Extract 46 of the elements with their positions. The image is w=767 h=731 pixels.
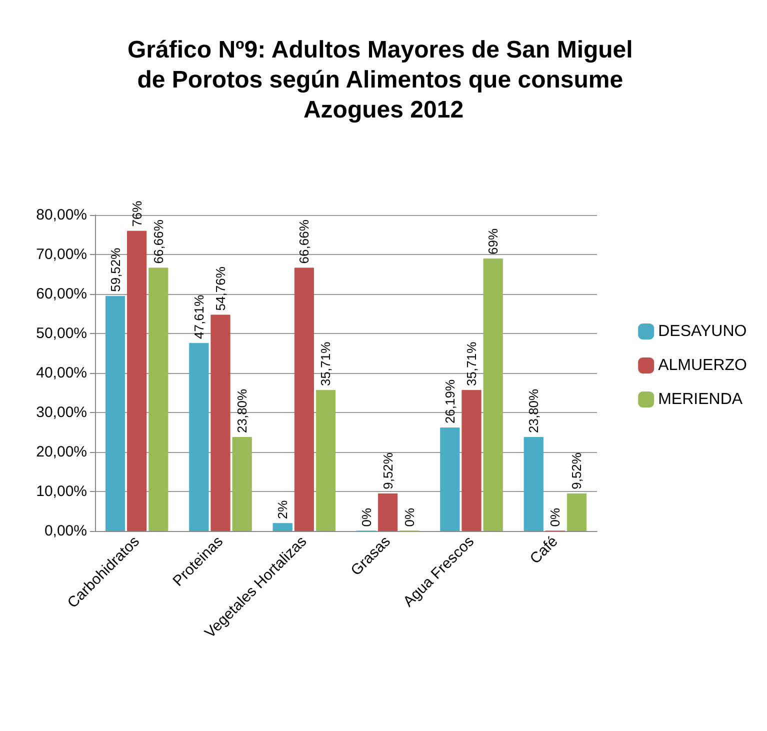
data-label: 47,61% <box>191 294 206 339</box>
bar <box>189 342 209 531</box>
bar <box>440 428 460 531</box>
bar <box>566 493 587 531</box>
chart-title: Gráfico Nº9: Adultos Mayores de San Miguel de Porotos según Alimentos que consume Azogues 2012 <box>128 36 640 124</box>
data-label: 2% <box>275 500 290 520</box>
data-label: 9,52% <box>569 452 584 490</box>
data-label: 69% <box>486 228 501 254</box>
legend-label: MERIENDA <box>658 391 743 408</box>
data-label: 23,80% <box>526 388 542 433</box>
data-label: 0% <box>548 508 563 527</box>
data-label: 59,52% <box>108 247 123 292</box>
bar <box>148 268 168 531</box>
bar <box>232 436 252 531</box>
bar <box>127 230 147 531</box>
legend-label: ALMUERZO <box>658 357 748 374</box>
y-tick-label: 20,00% <box>36 444 87 460</box>
data-label: 35,71% <box>318 341 334 386</box>
bar <box>210 314 230 531</box>
y-tick-label: 70,00% <box>36 246 87 263</box>
y-tick-label: 50,00% <box>36 325 87 342</box>
data-label: 66,66% <box>150 219 166 264</box>
legend-label: DESAYUNO <box>658 323 747 340</box>
y-tick-label: 10,00% <box>36 483 87 500</box>
data-label: 54,76% <box>213 266 228 311</box>
bar <box>378 493 398 531</box>
bar <box>105 296 126 531</box>
data-label: 35,71% <box>464 341 479 386</box>
bar <box>462 390 482 531</box>
data-label: 0% <box>358 508 374 527</box>
bar <box>272 523 292 531</box>
data-label: 23,80% <box>234 388 250 433</box>
y-tick-label: 40,00% <box>36 364 87 382</box>
y-tick-label: 30,00% <box>36 404 87 421</box>
bar <box>524 436 544 531</box>
y-tick-label: 60,00% <box>36 286 87 302</box>
data-label: 26,19% <box>442 379 458 424</box>
data-label: 76% <box>129 200 144 227</box>
bar <box>316 390 336 531</box>
y-tick-label: 80,00% <box>36 206 87 224</box>
data-label: 66,66% <box>296 219 312 264</box>
bar <box>483 258 503 531</box>
data-label: 0% <box>402 508 417 527</box>
y-tick-label: 0,00% <box>44 522 87 540</box>
bar <box>294 268 314 531</box>
data-label: 9,52% <box>380 452 396 490</box>
